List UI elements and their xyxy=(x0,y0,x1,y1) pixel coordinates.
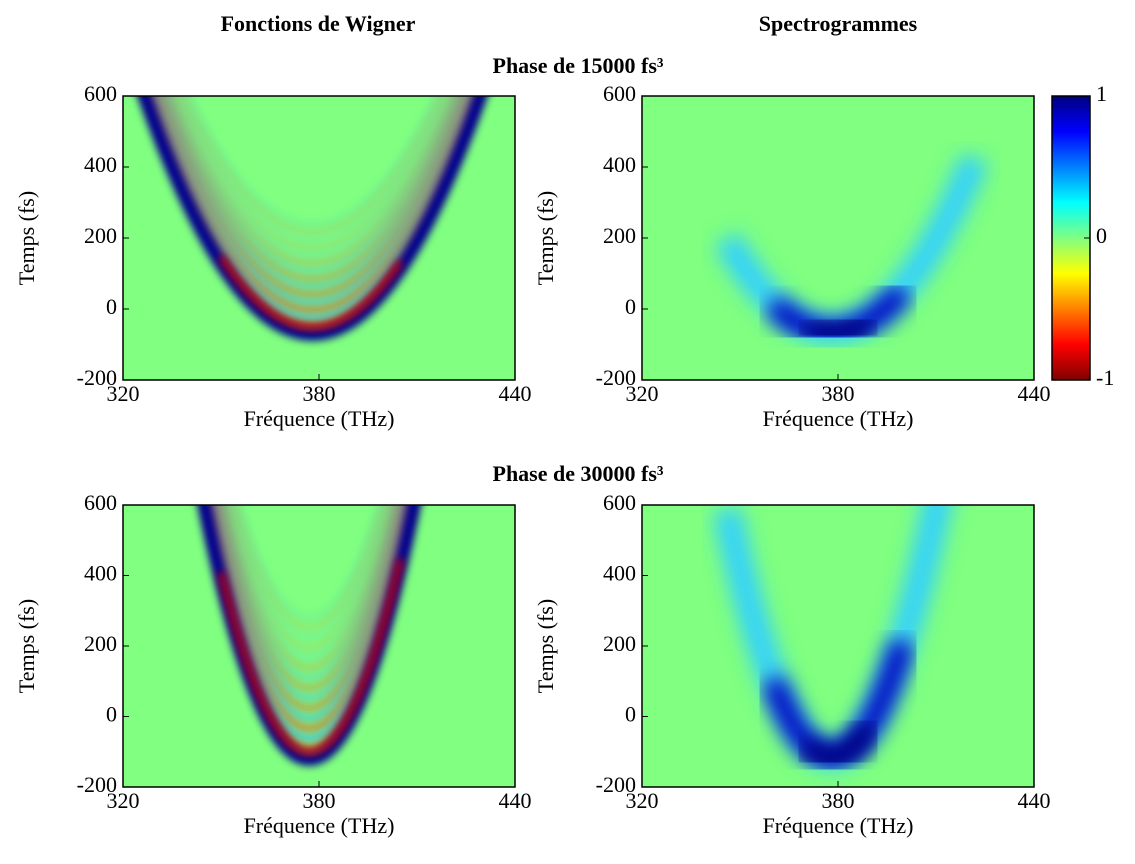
fringe xyxy=(153,96,472,306)
y-tick-label: 400 xyxy=(84,561,117,586)
fringe xyxy=(175,96,450,251)
y-tick-label: 200 xyxy=(603,223,636,248)
ridge xyxy=(797,718,881,770)
y-tick-label: 600 xyxy=(84,490,117,515)
fringe xyxy=(203,505,415,752)
y-tick-label: -200 xyxy=(77,365,117,390)
y-tick-label: 0 xyxy=(625,702,636,727)
x-tick-label: 320 xyxy=(626,381,659,406)
y-axis-label: Temps (fs) xyxy=(14,191,39,285)
y-axis-label: Temps (fs) xyxy=(533,599,558,693)
y-axis-label: Temps (fs) xyxy=(533,191,558,285)
heatmap xyxy=(123,505,515,787)
y-tick-label: -200 xyxy=(596,772,636,797)
x-tick-label: 380 xyxy=(303,381,336,406)
fringe xyxy=(233,505,385,631)
fringe xyxy=(236,505,382,621)
y-axis-label: Temps (fs) xyxy=(14,599,39,693)
fringe xyxy=(179,96,446,243)
x-tick-label: 440 xyxy=(1018,788,1051,813)
fringe xyxy=(217,505,401,691)
column-title: Fonctions de Wigner xyxy=(221,11,416,36)
fringe xyxy=(156,96,469,298)
y-tick-label: 0 xyxy=(106,702,117,727)
fringe xyxy=(210,505,408,722)
y-tick-label: 200 xyxy=(603,631,636,656)
x-tick-label: 380 xyxy=(303,788,336,813)
fringe xyxy=(225,505,394,661)
y-tick-label: 600 xyxy=(84,81,117,106)
fringe xyxy=(137,96,488,341)
fringe xyxy=(168,96,456,267)
y-tick-label: 200 xyxy=(84,223,117,248)
fringe xyxy=(159,96,466,290)
fringe xyxy=(215,505,404,701)
fringe xyxy=(222,505,396,671)
x-axis-label: Fréquence (THz) xyxy=(244,406,395,431)
y-tick-label: 400 xyxy=(84,152,117,177)
colorbar-tick-label: 1 xyxy=(1096,81,1107,106)
colorbar xyxy=(1051,95,1091,381)
fringe xyxy=(182,96,443,235)
fringe xyxy=(186,96,439,227)
y-tick-label: 0 xyxy=(106,294,117,319)
heatmap xyxy=(642,96,1034,380)
fringe xyxy=(212,505,406,711)
fringe xyxy=(227,505,391,651)
heatmap xyxy=(642,505,1034,787)
y-tick-label: -200 xyxy=(596,365,636,390)
fringe xyxy=(218,558,404,756)
fringe xyxy=(230,505,388,641)
fringe xyxy=(162,96,463,282)
y-tick-label: 400 xyxy=(603,152,636,177)
ridge xyxy=(801,311,877,345)
y-tick-label: -200 xyxy=(77,772,117,797)
x-tick-label: 320 xyxy=(107,788,140,813)
x-tick-label: 320 xyxy=(626,788,659,813)
fringe xyxy=(218,255,404,331)
x-tick-label: 440 xyxy=(499,381,532,406)
x-tick-label: 440 xyxy=(499,788,532,813)
fringe xyxy=(206,505,413,742)
row-title: Phase de 15000 fs³ xyxy=(493,53,664,78)
y-tick-label: 200 xyxy=(84,631,117,656)
fringe xyxy=(208,505,411,732)
fringe xyxy=(165,96,460,274)
y-tick-label: 600 xyxy=(603,81,636,106)
column-title: Spectrogrammes xyxy=(759,11,918,36)
colorbar-tick-label: 0 xyxy=(1096,223,1107,248)
x-tick-label: 380 xyxy=(822,788,855,813)
fringe xyxy=(197,505,422,766)
y-tick-label: 0 xyxy=(625,294,636,319)
x-axis-label: Fréquence (THz) xyxy=(244,813,395,838)
y-tick-label: 400 xyxy=(603,561,636,586)
x-axis-label: Fréquence (THz) xyxy=(763,813,914,838)
row-title: Phase de 30000 fs³ xyxy=(493,461,664,486)
colorbar-tick-label: -1 xyxy=(1096,365,1114,390)
x-axis-label: Fréquence (THz) xyxy=(763,406,914,431)
fringe xyxy=(220,505,399,681)
fringe xyxy=(150,96,475,313)
x-tick-label: 440 xyxy=(1018,381,1051,406)
heatmap xyxy=(123,96,515,380)
x-tick-label: 380 xyxy=(822,381,855,406)
x-tick-label: 320 xyxy=(107,381,140,406)
y-tick-label: 600 xyxy=(603,490,636,515)
